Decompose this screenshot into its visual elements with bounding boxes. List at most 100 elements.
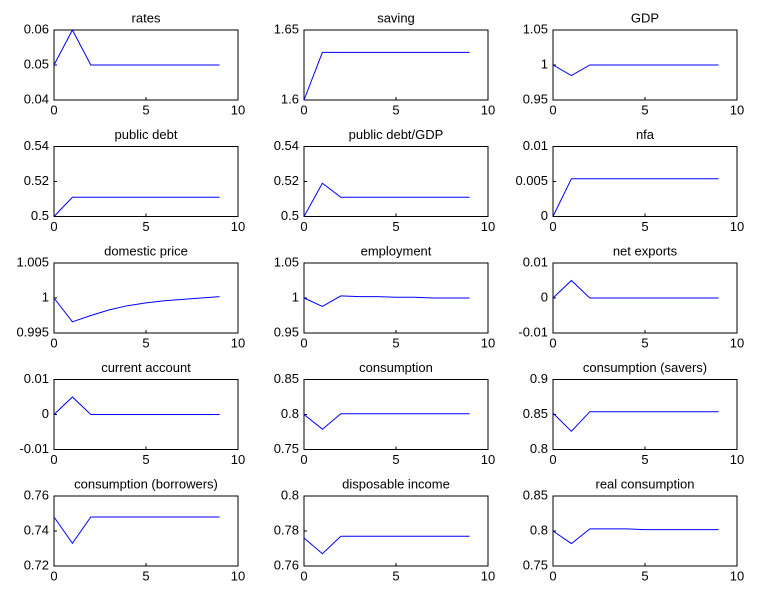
x-tick-label: 5: [142, 335, 149, 350]
x-tick-label: 5: [142, 452, 149, 467]
x-tick-label: 5: [641, 102, 648, 117]
data-line: [303, 535, 470, 555]
chart-title: saving: [377, 10, 415, 25]
y-tick-label: 0.95: [274, 324, 299, 339]
y-tick-label: 0.06: [24, 21, 49, 36]
x-tick-label: 0: [50, 102, 57, 117]
axes-box: [53, 262, 239, 334]
axes-box: [53, 146, 239, 217]
x-tick-label: 5: [641, 568, 648, 583]
x-tick-label: 0: [50, 452, 57, 467]
x-tick-label: 0: [300, 102, 307, 117]
chart-title: consumption (savers): [583, 360, 707, 375]
x-tick-label: 10: [730, 102, 744, 117]
data-line: [552, 528, 719, 545]
x-tick-label: 5: [142, 219, 149, 234]
axes-box: [552, 146, 738, 217]
y-tick-label: 1: [541, 56, 548, 71]
y-tick-label: 1.005: [16, 254, 49, 269]
y-tick-label: 0.01: [523, 138, 548, 153]
y-tick-label: 0.8: [530, 441, 548, 456]
y-tick-label: 0: [541, 208, 548, 223]
x-tick-label: 0: [300, 335, 307, 350]
y-tick-label: 1: [292, 289, 299, 304]
y-tick-label: 0.05: [24, 56, 49, 71]
y-tick-label: 0.54: [24, 138, 49, 153]
chart-title: public debt/GDP: [349, 127, 444, 142]
x-tick-label: 5: [641, 219, 648, 234]
axes-box: [303, 379, 489, 450]
x-tick-label: 10: [231, 219, 245, 234]
x-tick-label: 10: [231, 452, 245, 467]
x-tick-label: 5: [392, 452, 399, 467]
x-tick-label: 0: [300, 219, 307, 234]
x-tick-label: 10: [231, 335, 245, 350]
data-line: [303, 182, 470, 217]
y-tick-label: 0.78: [274, 522, 299, 537]
x-tick-label: 0: [300, 568, 307, 583]
data-line: [303, 413, 470, 430]
chart-title: consumption (borrowers): [74, 476, 218, 491]
x-tick-label: 10: [231, 568, 245, 583]
chart-title: disposable income: [342, 476, 450, 491]
axes-box: [552, 495, 738, 567]
x-tick-label: 5: [641, 452, 648, 467]
y-tick-label: 0.04: [24, 91, 49, 106]
x-tick-label: 10: [231, 102, 245, 117]
chart-title: current account: [101, 360, 191, 375]
y-tick-label: 0.85: [274, 371, 299, 386]
data-line: [53, 28, 220, 66]
x-tick-label: 10: [481, 568, 495, 583]
y-tick-label: 0: [42, 406, 49, 421]
x-tick-label: 5: [392, 568, 399, 583]
y-tick-label: 0.54: [274, 138, 299, 153]
y-tick-label: 0.95: [523, 91, 548, 106]
y-tick-label: 0.74: [24, 522, 49, 537]
axes-box: [53, 495, 239, 567]
data-line: [53, 516, 220, 545]
x-tick-label: 5: [641, 335, 648, 350]
y-tick-label: 0.85: [523, 487, 548, 502]
x-tick-label: 10: [481, 102, 495, 117]
x-tick-label: 0: [549, 452, 556, 467]
y-tick-label: 1.65: [274, 21, 299, 36]
data-line: [552, 178, 719, 217]
y-tick-label: 0.01: [523, 254, 548, 269]
x-tick-label: 0: [50, 335, 57, 350]
y-tick-label: 0.76: [274, 557, 299, 572]
x-tick-label: 10: [481, 335, 495, 350]
y-tick-label: 0.52: [24, 173, 49, 188]
data-line: [303, 51, 470, 101]
x-tick-label: 0: [549, 335, 556, 350]
x-tick-label: 10: [730, 452, 744, 467]
y-tick-label: 0.9: [530, 371, 548, 386]
y-tick-label: 0.01: [24, 371, 49, 386]
y-tick-label: 0.75: [523, 557, 548, 572]
axes-box: [552, 379, 738, 450]
chart-title: real consumption: [596, 476, 695, 491]
y-tick-label: 0.72: [24, 557, 49, 572]
x-tick-label: 0: [549, 568, 556, 583]
y-tick-label: 0.5: [281, 208, 299, 223]
x-tick-label: 0: [549, 102, 556, 117]
x-tick-label: 0: [300, 452, 307, 467]
y-tick-label: -0.01: [518, 324, 548, 339]
chart-title: nfa: [636, 127, 655, 142]
y-tick-label: 1.6: [281, 91, 299, 106]
y-tick-label: 1.05: [523, 21, 548, 36]
y-tick-label: 0.8: [530, 522, 548, 537]
data-line: [552, 411, 719, 433]
x-tick-label: 10: [730, 335, 744, 350]
x-tick-label: 5: [142, 102, 149, 117]
x-tick-label: 5: [392, 219, 399, 234]
x-tick-label: 0: [50, 219, 57, 234]
y-tick-label: 0.85: [523, 406, 548, 421]
x-tick-label: 10: [481, 452, 495, 467]
x-tick-label: 5: [392, 102, 399, 117]
data-line: [53, 296, 220, 323]
axes-box: [303, 146, 489, 217]
data-line: [53, 196, 220, 217]
x-tick-label: 5: [142, 568, 149, 583]
x-tick-label: 10: [481, 219, 495, 234]
